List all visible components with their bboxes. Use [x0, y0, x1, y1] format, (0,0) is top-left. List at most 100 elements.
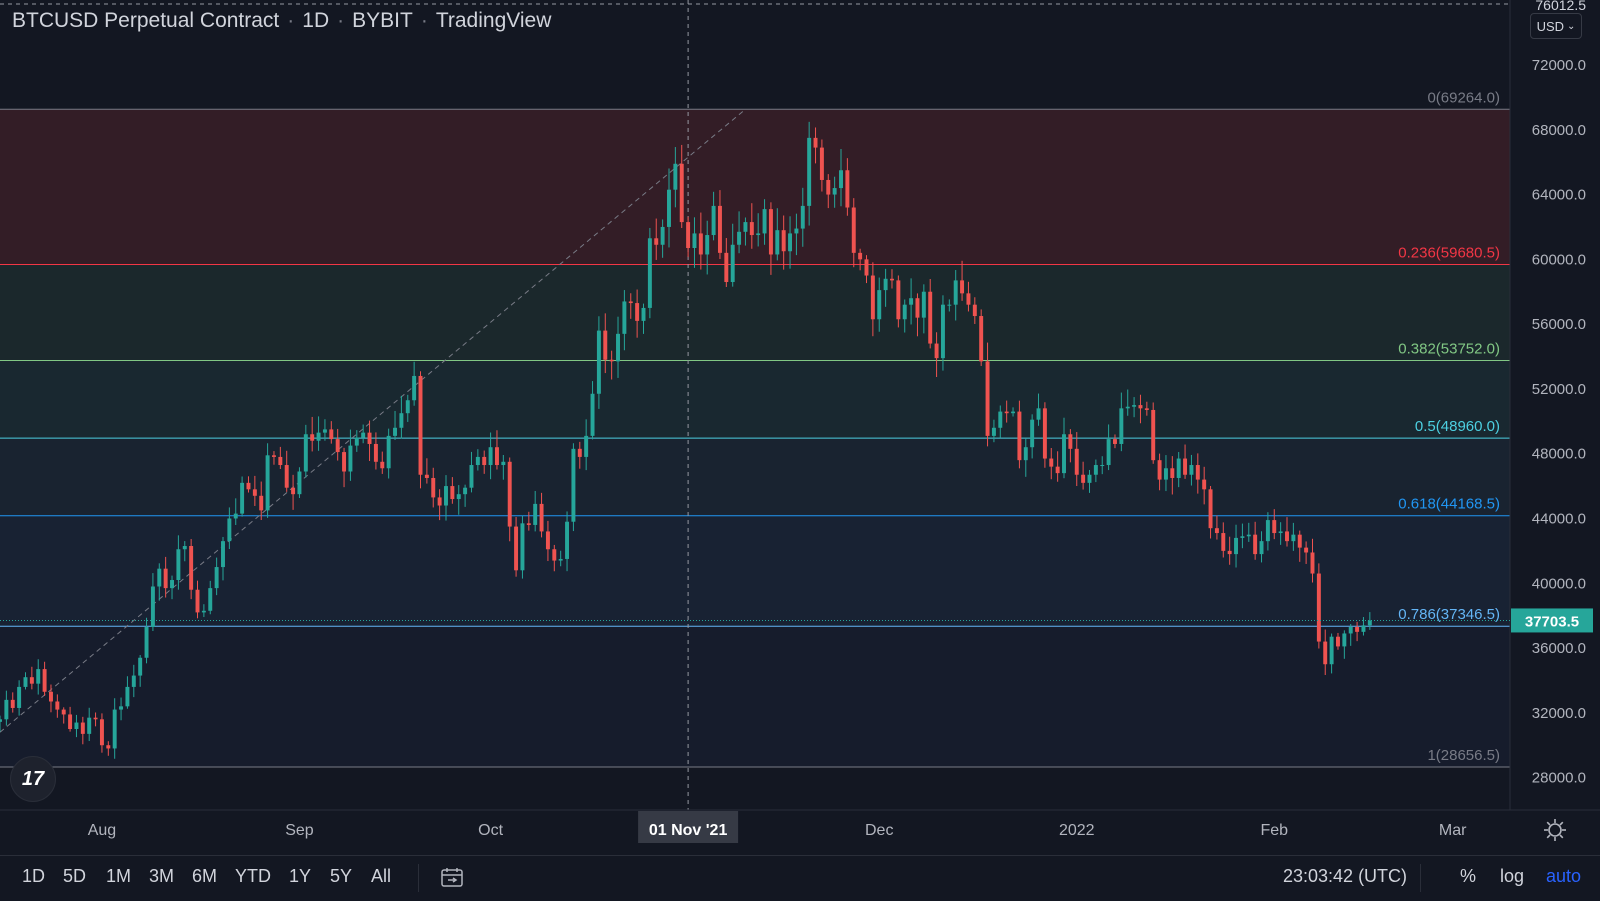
fib-zone: [0, 515, 1510, 627]
candle-body: [679, 163, 684, 223]
range-button-1d[interactable]: 1D: [22, 866, 46, 886]
range-button-1y[interactable]: 1Y: [289, 866, 312, 886]
interval-label[interactable]: 1D: [302, 9, 330, 32]
range-button-6m[interactable]: 6M: [192, 866, 218, 886]
utc-clock[interactable]: 23:03:42 (UTC): [1283, 866, 1408, 886]
candle-body: [940, 304, 945, 359]
candle-body: [367, 432, 372, 444]
candle-body: [724, 252, 729, 283]
fib-level-label: 1(28656.5): [1427, 747, 1500, 764]
candle-body: [405, 400, 410, 414]
candle-body: [208, 588, 213, 611]
candle-body: [233, 513, 238, 519]
candle-body: [972, 304, 977, 317]
last-price-badge[interactable]: [1511, 608, 1593, 633]
candle-body: [93, 717, 98, 720]
candle-body: [807, 137, 812, 206]
percent-scale-toggle[interactable]: %: [1460, 866, 1477, 886]
candlestick-chart[interactable]: 0(69264.0) 0.236(59680.5) 0.382(53752.0) 0.…: [0, 0, 1600, 855]
candle-body: [201, 610, 206, 613]
candle-body: [1138, 405, 1143, 409]
chart-header: BTCUSD Perpetual Contract · 1D · BYBIT ·…: [12, 9, 551, 33]
candle-body: [1272, 520, 1277, 534]
candle-body: [800, 205, 805, 229]
bottom-toolbar: 1D 5D 1M 3M 6M YTD 1Y 5Y All 23:03:42 (U…: [0, 855, 1600, 901]
candle-body: [1202, 479, 1207, 490]
candle-body: [1227, 550, 1232, 555]
crosshair: [0, 0, 1510, 810]
candle-body: [138, 657, 143, 676]
symbol-title[interactable]: BTCUSD Perpetual Contract: [12, 9, 280, 32]
candle-body: [1240, 536, 1245, 538]
candle-body: [291, 487, 296, 495]
candle-body: [424, 474, 429, 478]
candle-body: [717, 205, 722, 253]
time-tick-label: 2022: [1059, 822, 1095, 839]
range-button-5d[interactable]: 5D: [63, 866, 87, 886]
fib-zone: [0, 109, 1510, 265]
fib-zones: [0, 109, 1510, 767]
toolbar-divider: [1420, 864, 1421, 892]
candle-body: [259, 495, 264, 511]
candle-body: [737, 231, 742, 245]
candle-body: [29, 677, 34, 684]
range-button-all[interactable]: All: [371, 866, 392, 886]
candle-body: [322, 429, 327, 433]
candle-body: [10, 699, 15, 708]
tradingview-logo[interactable]: 17: [10, 756, 56, 802]
price-axis[interactable]: 28000.0 32000.0 36000.0 40000.0 44000.0 48000…: [0, 0, 1600, 810]
candle-body: [68, 714, 73, 730]
candle-body: [494, 447, 499, 466]
settings-gear-icon[interactable]: [1540, 815, 1570, 845]
candle-body: [635, 303, 640, 321]
candle-body: [4, 699, 9, 720]
candle-body: [890, 278, 894, 281]
candle-body: [227, 518, 232, 542]
candle-body: [246, 482, 251, 490]
candle-body: [673, 163, 678, 190]
candle-body: [1183, 458, 1188, 475]
candle-body: [1221, 533, 1226, 551]
candle-body: [928, 291, 933, 344]
price-tick-label: 68000.0: [1532, 122, 1586, 139]
price-tick-label: 40000.0: [1532, 575, 1586, 592]
candle-body: [1132, 405, 1137, 407]
candle-body: [1042, 408, 1047, 459]
candle-body: [590, 393, 595, 436]
auto-scale-toggle[interactable]: auto: [1546, 866, 1582, 886]
candle-body: [55, 701, 60, 710]
candle-body: [1093, 465, 1098, 475]
candle-body: [577, 448, 582, 457]
candle-body: [119, 706, 124, 710]
candle-body: [730, 244, 735, 283]
candle-body: [1265, 520, 1270, 542]
candle-body: [488, 447, 493, 466]
range-button-3m[interactable]: 3M: [149, 866, 175, 886]
candle-body: [698, 233, 703, 255]
price-tick-label: 36000.0: [1532, 640, 1586, 657]
candle-body: [870, 275, 875, 320]
candle-body: [826, 179, 831, 195]
candle-body: [921, 291, 926, 318]
crosshair-date-badge: [638, 811, 739, 843]
candle-body: [781, 230, 786, 252]
candle-body: [1157, 460, 1162, 480]
time-axis[interactable]: Aug Sep Oct Dec 2022 Feb Mar 01 Nov '21: [0, 809, 1600, 855]
candle-body: [609, 359, 614, 362]
candle-body: [1291, 534, 1296, 542]
price-tick-label: 32000.0: [1532, 705, 1586, 722]
currency-selector[interactable]: USD ⌄: [1530, 13, 1582, 39]
range-button-5y[interactable]: 5Y: [330, 866, 353, 886]
candle-body: [144, 626, 149, 658]
range-button-ytd[interactable]: YTD: [235, 866, 271, 886]
candle-body: [1329, 636, 1334, 665]
candle-body: [42, 669, 47, 692]
last-price-label: 37703.5: [1525, 613, 1579, 630]
goto-date-icon[interactable]: [440, 866, 464, 888]
candle-body: [1214, 528, 1219, 534]
candle-body: [189, 546, 194, 590]
range-button-1m[interactable]: 1M: [106, 866, 132, 886]
candle-body: [1259, 541, 1264, 555]
candle-body: [412, 375, 417, 401]
log-scale-toggle[interactable]: log: [1500, 866, 1525, 886]
